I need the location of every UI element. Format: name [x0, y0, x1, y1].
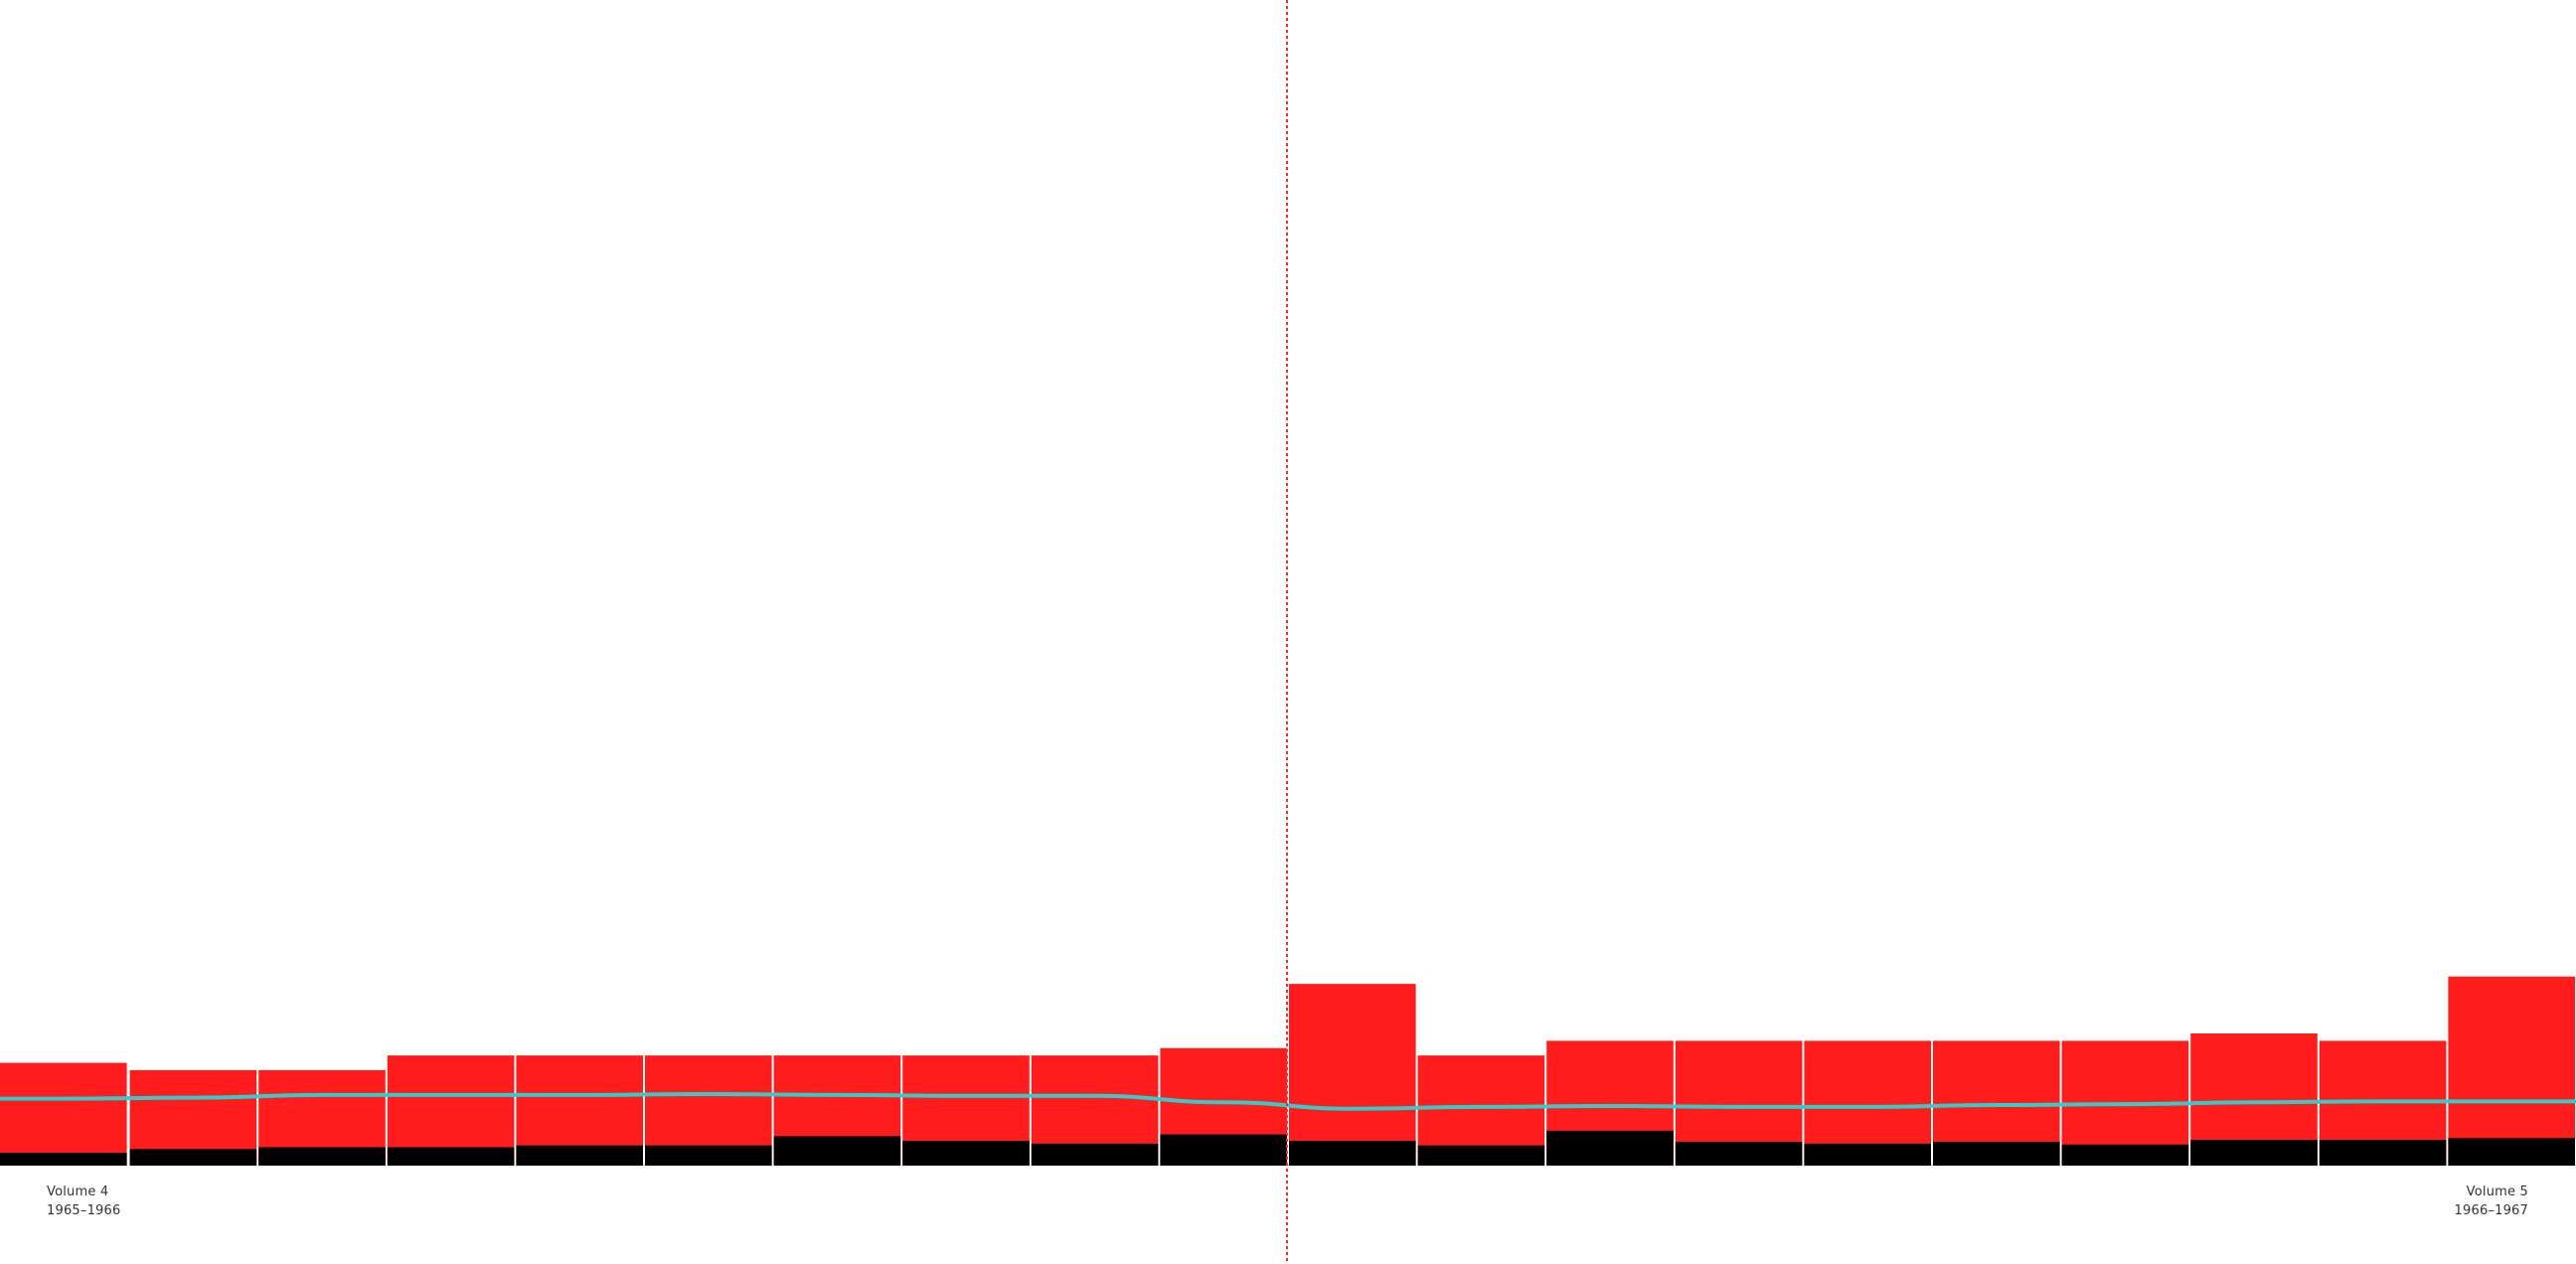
volume-4-title: Volume 4	[47, 1185, 109, 1199]
volume-5-years: 1966–1967	[2454, 1203, 2528, 1218]
bar-lower-19	[2319, 1140, 2447, 1166]
volume-5-label: Volume 5 1966–1967	[2455, 1183, 2528, 1220]
bar-lower-3	[258, 1147, 386, 1166]
bar-lower-4	[387, 1147, 515, 1166]
bar-lower-12	[1417, 1145, 1545, 1166]
bar-lower-15	[1804, 1143, 1931, 1166]
bar-20	[2448, 976, 2575, 1166]
bar-lower-8	[902, 1141, 1030, 1166]
bar-11	[1289, 984, 1416, 1166]
volume-4-years: 1965–1966	[47, 1203, 121, 1218]
bar-1	[0, 1062, 127, 1166]
bar-lower-16	[1933, 1141, 2060, 1166]
volume-5-title: Volume 5	[2466, 1185, 2528, 1199]
bar-lower-20	[2448, 1138, 2575, 1166]
bar-lower-9	[1031, 1143, 1159, 1166]
bar-lower-5	[516, 1145, 643, 1166]
bar-lower-7	[773, 1136, 901, 1166]
trend-line	[0, 1091, 2576, 1111]
bar-lower-10	[1160, 1134, 1287, 1166]
bar-lower-6	[645, 1145, 772, 1166]
bar-lower-18	[2190, 1140, 2318, 1166]
bar-lower-1	[0, 1153, 127, 1166]
bar-lower-11	[1289, 1141, 1416, 1166]
bar-lower-13	[1546, 1130, 1674, 1166]
bar-lower-2	[129, 1149, 257, 1166]
bar-lower-17	[2061, 1144, 2189, 1166]
volume-4-label: Volume 4 1965–1966	[47, 1183, 120, 1220]
bar-lower-14	[1675, 1141, 1803, 1166]
